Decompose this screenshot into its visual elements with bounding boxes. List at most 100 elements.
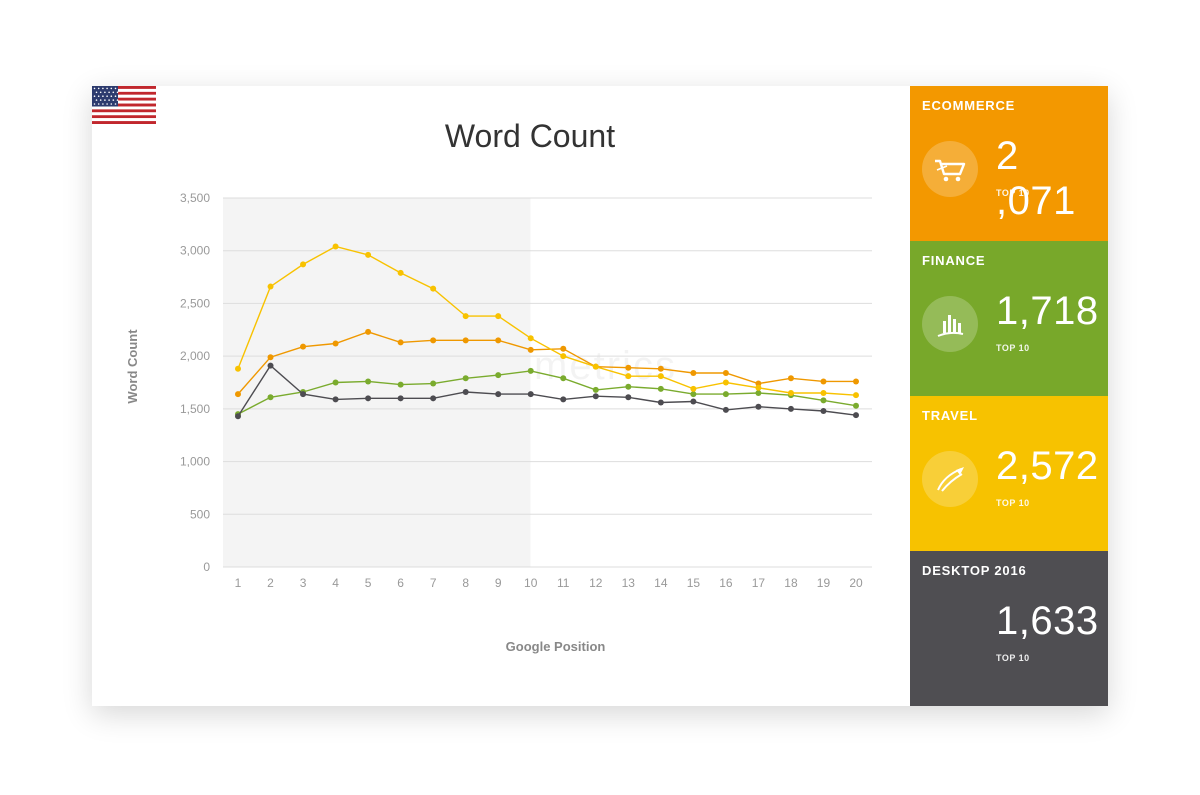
x-tick-label: 17	[752, 576, 766, 590]
point-ecommerce	[495, 337, 502, 344]
point-finance	[853, 402, 859, 409]
point-desktop-2016	[495, 391, 502, 398]
point-travel	[495, 313, 502, 320]
point-desktop-2016	[690, 398, 697, 405]
point-travel	[722, 379, 729, 386]
point-finance	[527, 367, 534, 374]
point-finance	[690, 391, 697, 398]
point-finance	[332, 379, 339, 386]
panel-value: 1,633	[996, 599, 1099, 643]
point-desktop-2016	[820, 407, 827, 414]
panel-sublabel: TOP 10	[996, 343, 1030, 353]
point-ecommerce	[657, 365, 664, 372]
point-desktop-2016	[430, 395, 437, 402]
point-desktop-2016	[300, 391, 307, 398]
y-tick-label: 2,000	[180, 349, 210, 363]
x-tick-label: 2	[267, 576, 274, 590]
point-travel	[592, 363, 599, 370]
panel-label: DESKTOP 2016	[922, 563, 1027, 578]
panel-desktop-2016: DESKTOP 2016 1,633 TOP 10	[910, 551, 1108, 706]
point-ecommerce	[853, 378, 859, 385]
x-tick-label: 19	[817, 576, 831, 590]
point-finance	[560, 375, 567, 382]
x-tick-label: 15	[687, 576, 701, 590]
point-desktop-2016	[787, 405, 794, 412]
panel-ecommerce: ECOMMERCE 2 ,071 TOP 10	[910, 86, 1108, 241]
panel-sublabel: TOP 10	[996, 188, 1030, 198]
point-travel	[365, 251, 372, 258]
point-desktop-2016	[235, 413, 241, 420]
panel-value: 2 ,071	[996, 134, 1076, 223]
point-travel	[560, 353, 567, 360]
point-ecommerce	[430, 337, 437, 344]
point-finance	[267, 394, 274, 401]
point-ecommerce	[527, 346, 534, 353]
panel-label: FINANCE	[922, 253, 986, 268]
point-ecommerce	[787, 375, 794, 382]
x-tick-label: 12	[589, 576, 603, 590]
point-ecommerce	[300, 343, 307, 350]
point-travel	[755, 384, 762, 391]
point-finance	[430, 380, 437, 387]
airplane-icon	[922, 451, 978, 507]
point-desktop-2016	[853, 412, 859, 419]
x-tick-label: 13	[622, 576, 636, 590]
point-desktop-2016	[755, 403, 762, 410]
point-finance	[625, 383, 632, 390]
point-finance	[495, 372, 502, 379]
bar-chart-icon	[922, 296, 978, 352]
point-ecommerce	[332, 340, 339, 347]
point-finance	[755, 390, 762, 397]
x-tick-label: 5	[365, 576, 372, 590]
x-tick-label: 4	[332, 576, 339, 590]
point-desktop-2016	[267, 362, 274, 369]
point-ecommerce	[235, 391, 241, 398]
point-travel	[625, 373, 632, 380]
stats-panels: ECOMMERCE 2 ,071 TOP 10 FINANCE	[910, 86, 1108, 706]
x-tick-label: 14	[654, 576, 668, 590]
point-ecommerce	[755, 380, 762, 387]
point-ecommerce	[625, 364, 632, 371]
point-finance	[722, 391, 729, 398]
cart-icon	[922, 141, 978, 197]
point-ecommerce	[560, 345, 567, 352]
panel-sublabel: TOP 10	[996, 653, 1030, 663]
point-travel	[267, 283, 274, 290]
point-finance	[592, 386, 599, 393]
point-travel	[820, 390, 827, 397]
series-line-finance	[237, 370, 857, 415]
y-tick-label: 2,500	[180, 296, 210, 310]
point-travel	[462, 313, 469, 320]
point-desktop-2016	[592, 393, 599, 400]
point-travel	[332, 243, 339, 250]
us-flag-icon	[92, 86, 156, 124]
point-ecommerce	[820, 378, 827, 385]
y-tick-label: 3,500	[180, 191, 210, 205]
point-travel	[430, 285, 437, 292]
panel-travel: TRAVEL 2,572 TOP 10	[910, 396, 1108, 551]
panel-label: ECOMMERCE	[922, 98, 1016, 113]
point-ecommerce	[690, 370, 697, 377]
chart-area: searchmetrics 05001,0001,5002,0002,5003,…	[92, 86, 910, 706]
x-tick-label: 8	[462, 576, 469, 590]
point-desktop-2016	[560, 396, 567, 403]
point-travel	[527, 335, 534, 342]
point-travel	[397, 269, 404, 276]
x-tick-label: 9	[495, 576, 502, 590]
point-desktop-2016	[365, 395, 372, 402]
point-ecommerce	[365, 328, 372, 335]
y-tick-label: 3,000	[180, 244, 210, 258]
series-line-travel	[237, 245, 857, 396]
y-tick-label: 1,000	[180, 455, 210, 469]
x-tick-label: 10	[524, 576, 538, 590]
point-travel	[853, 392, 859, 399]
point-finance	[365, 378, 372, 385]
panel-sublabel: TOP 10	[996, 498, 1030, 508]
point-travel	[657, 373, 664, 380]
panel-value: 2,572	[996, 444, 1099, 488]
point-ecommerce	[722, 370, 729, 377]
y-tick-label: 0	[203, 560, 210, 574]
point-travel	[690, 385, 697, 392]
x-tick-label: 20	[849, 576, 863, 590]
